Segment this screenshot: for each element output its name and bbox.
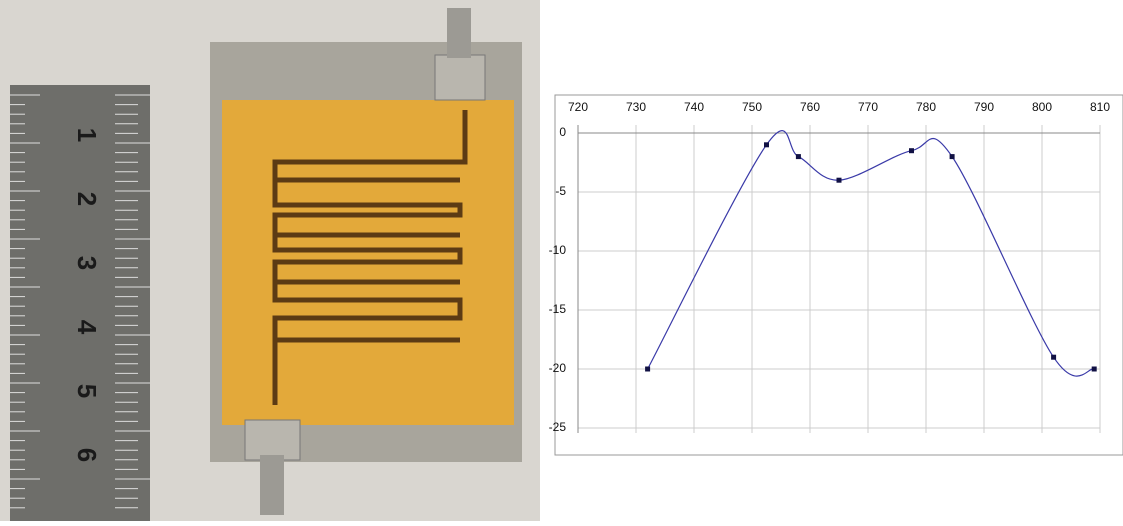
marker (795, 154, 801, 160)
chart-frame (554, 94, 1123, 456)
y-tick-label: -5 (555, 184, 566, 198)
ruler-label: 5 (72, 384, 102, 398)
chart: 0 -5 -10 -15 -20 -25 720 730 740 750 760 770 780 790 8… (549, 94, 1123, 456)
ruler-label: 2 (72, 192, 102, 206)
marker (764, 142, 769, 148)
y-tick-label: -20 (549, 361, 567, 375)
x-tick-label: 800 (1032, 100, 1052, 114)
ruler-label: 4 (72, 320, 102, 335)
ruler (10, 85, 150, 521)
line (647, 130, 1095, 377)
y-tick-label: -25 (549, 420, 567, 434)
connector-top (434, 54, 486, 101)
connector-bottom-pin (260, 455, 284, 515)
y-tick-label: 0 (559, 125, 566, 139)
x-tick-label: 720 (568, 100, 588, 114)
marker (949, 154, 955, 160)
y-tick-label: -10 (549, 243, 567, 257)
meander-line (272, 110, 468, 405)
x-tick-label: 780 (916, 100, 936, 114)
x-tick-label: 740 (684, 100, 704, 114)
photo: 1 2 3 4 5 6 (0, 0, 540, 521)
y-tick-label: -15 (549, 302, 567, 316)
x-tick-label: 790 (974, 100, 994, 114)
x-tick-label: 730 (626, 100, 646, 114)
marker (1091, 366, 1097, 372)
x-tick-label: 750 (742, 100, 762, 114)
marker (1051, 354, 1057, 360)
connector-bottom (244, 419, 301, 461)
ruler-label: 6 (72, 448, 102, 462)
connector-top-pin (447, 8, 471, 58)
ruler-label: 3 (72, 256, 102, 270)
marker (909, 148, 914, 154)
ruler-label: 1 (72, 128, 102, 142)
marker (645, 366, 651, 372)
x-tick-label: 770 (858, 100, 878, 114)
ruler-scale: 1 2 3 4 5 6 (10, 94, 150, 509)
resonator-lines (275, 177, 460, 343)
x-tick-label: 760 (800, 100, 820, 114)
x-tick-label: 810 (1090, 100, 1110, 114)
marker (836, 177, 842, 183)
